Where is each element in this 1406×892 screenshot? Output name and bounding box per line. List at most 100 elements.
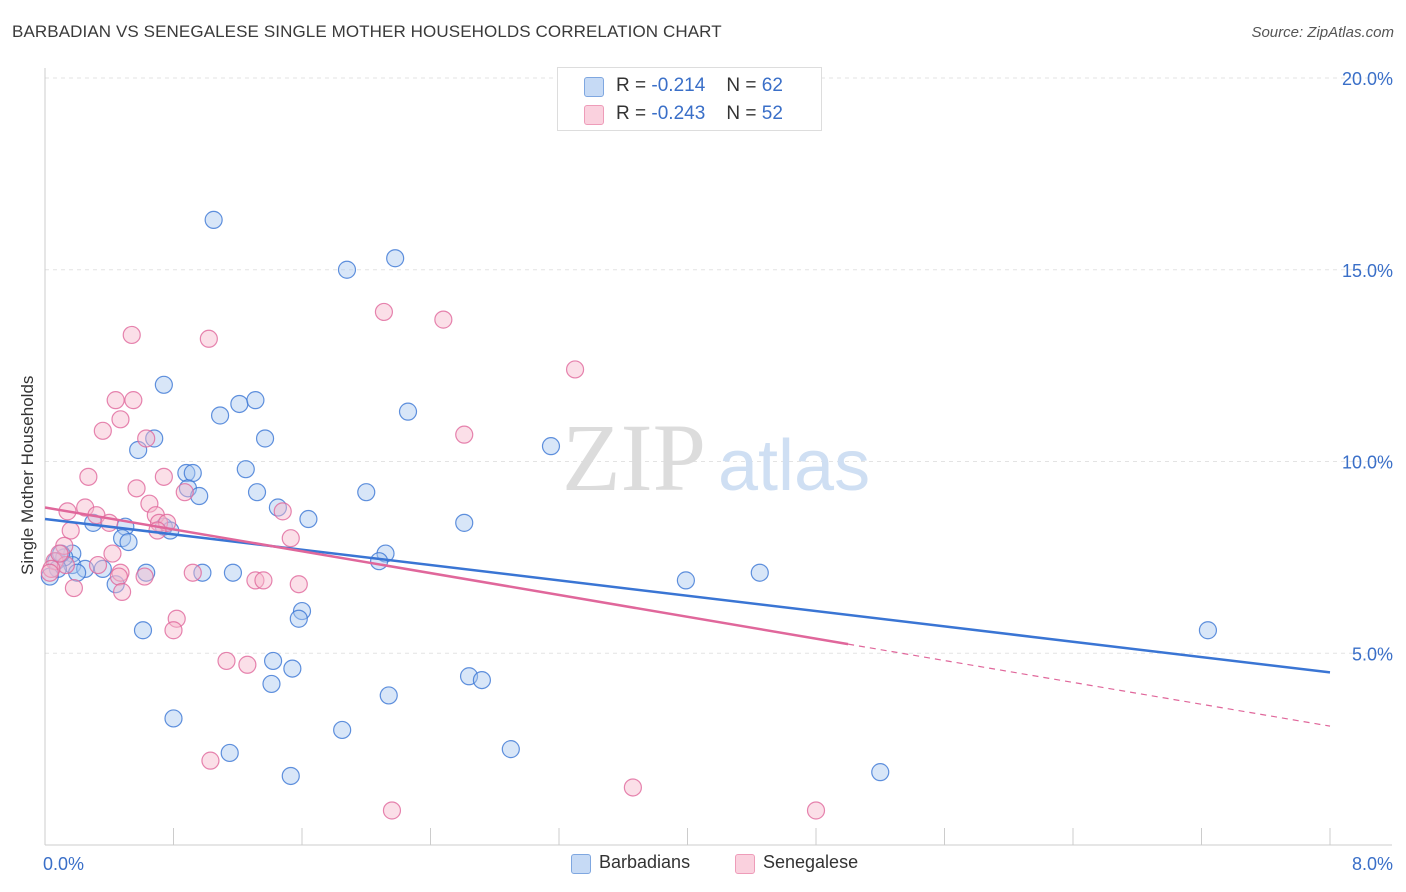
point-senegalese xyxy=(112,582,132,601)
x-tick-label: 0.0% xyxy=(43,854,84,874)
point-senegalese xyxy=(50,544,69,563)
point-barbadians xyxy=(263,651,283,671)
point-senegalese xyxy=(154,467,173,486)
point-senegalese xyxy=(175,483,194,502)
legend-label-barbadians: Barbadians xyxy=(599,852,691,872)
correlation-legend: R = -0.214 N = 62 R = -0.243 N = 52 xyxy=(557,67,822,131)
point-senegalese xyxy=(201,751,220,770)
point-senegalese xyxy=(79,467,98,486)
point-senegalese xyxy=(109,567,128,586)
point-barbadians xyxy=(183,463,202,483)
legend-r-value: -0.214 xyxy=(651,75,706,96)
point-barbadians xyxy=(289,609,308,628)
point-barbadians xyxy=(210,406,230,425)
point-barbadians xyxy=(133,621,153,640)
legend-r-label: R = xyxy=(616,75,647,96)
point-barbadians xyxy=(501,740,520,759)
point-barbadians xyxy=(455,513,474,532)
point-senegalese xyxy=(254,571,273,590)
point-senegalese xyxy=(64,578,84,598)
point-senegalese xyxy=(281,529,300,548)
point-senegalese xyxy=(135,567,154,586)
chart-title: BARBADIAN VS SENEGALESE SINGLE MOTHER HO… xyxy=(12,22,722,41)
watermark-atlas: atlas xyxy=(718,426,870,506)
data-points xyxy=(40,210,1218,820)
point-barbadians xyxy=(193,563,212,582)
point-barbadians xyxy=(281,766,300,786)
point-senegalese xyxy=(217,651,236,671)
axes xyxy=(44,68,1392,846)
x-tick-label: 8.0% xyxy=(1352,854,1393,874)
watermark-zip: ZIP xyxy=(562,404,706,511)
point-barbadians xyxy=(223,563,243,582)
point-barbadians xyxy=(246,391,265,410)
point-barbadians xyxy=(247,483,267,502)
legend-r-value: -0.243 xyxy=(651,103,706,124)
point-senegalese xyxy=(122,325,141,345)
point-senegalese xyxy=(61,521,80,540)
point-barbadians xyxy=(750,563,769,582)
point-senegalese xyxy=(164,621,183,640)
y-tick-label: 10.0% xyxy=(1342,453,1393,473)
point-barbadians xyxy=(379,686,398,705)
y-axis-label: Single Mother Households xyxy=(18,375,37,575)
point-barbadians xyxy=(386,249,405,268)
watermark: ZIP atlas xyxy=(562,404,870,511)
point-senegalese xyxy=(289,575,308,594)
point-senegalese xyxy=(106,391,125,410)
legend-n-value: 52 xyxy=(761,103,783,124)
point-senegalese xyxy=(565,360,585,379)
legend-swatch-barbadians xyxy=(584,77,604,97)
y-tick-label: 5.0% xyxy=(1352,644,1393,664)
point-barbadians xyxy=(472,670,491,690)
point-barbadians xyxy=(164,709,183,728)
point-senegalese xyxy=(93,421,112,440)
point-senegalese xyxy=(137,429,156,448)
point-senegalese xyxy=(806,801,826,820)
point-barbadians xyxy=(230,394,249,414)
point-barbadians xyxy=(262,674,281,694)
y-tick-label: 20.0% xyxy=(1342,69,1393,89)
point-senegalese xyxy=(40,563,59,582)
point-barbadians xyxy=(1198,621,1218,640)
tick-labels: 5.0% 10.0% 15.0% 20.0% 0.0% 8.0% xyxy=(43,69,1393,874)
point-senegalese xyxy=(111,410,130,429)
point-barbadians xyxy=(370,552,389,571)
point-senegalese xyxy=(374,302,394,322)
legend-n-label: N = xyxy=(726,75,757,96)
point-barbadians xyxy=(333,720,352,740)
point-senegalese xyxy=(183,563,202,582)
legend-row-senegalese: R = -0.243 N = 52 xyxy=(558,101,821,129)
legend-n-value: 62 xyxy=(761,75,783,96)
point-barbadians xyxy=(255,429,275,448)
point-senegalese xyxy=(56,555,75,575)
legend-swatch-barbadians xyxy=(571,854,591,874)
point-barbadians xyxy=(236,460,255,479)
trend-lines xyxy=(44,506,1331,727)
point-senegalese xyxy=(88,555,108,575)
legend-r-label: R = xyxy=(616,103,647,124)
point-barbadians xyxy=(119,532,138,552)
point-senegalese xyxy=(103,544,122,563)
legend-row-barbadians: R = -0.214 N = 62 xyxy=(558,73,821,101)
point-senegalese xyxy=(238,655,257,674)
point-barbadians xyxy=(204,210,223,229)
point-barbadians xyxy=(177,463,196,483)
point-barbadians xyxy=(357,483,376,502)
point-barbadians xyxy=(871,763,890,782)
legend-label-senegalese: Senegalese xyxy=(763,852,859,872)
grid-lines xyxy=(45,77,1392,654)
point-senegalese xyxy=(140,494,159,513)
point-barbadians xyxy=(299,509,318,529)
trend-line-senegalese xyxy=(44,506,849,646)
point-senegalese xyxy=(124,391,143,410)
point-senegalese xyxy=(623,778,642,797)
point-barbadians xyxy=(337,260,357,279)
point-barbadians xyxy=(154,375,173,394)
legend-swatch-senegalese xyxy=(735,854,755,874)
point-senegalese xyxy=(434,310,453,329)
trend-line-barbadians xyxy=(44,517,1331,674)
point-senegalese xyxy=(127,479,146,498)
legend-n-label: N = xyxy=(726,103,757,124)
